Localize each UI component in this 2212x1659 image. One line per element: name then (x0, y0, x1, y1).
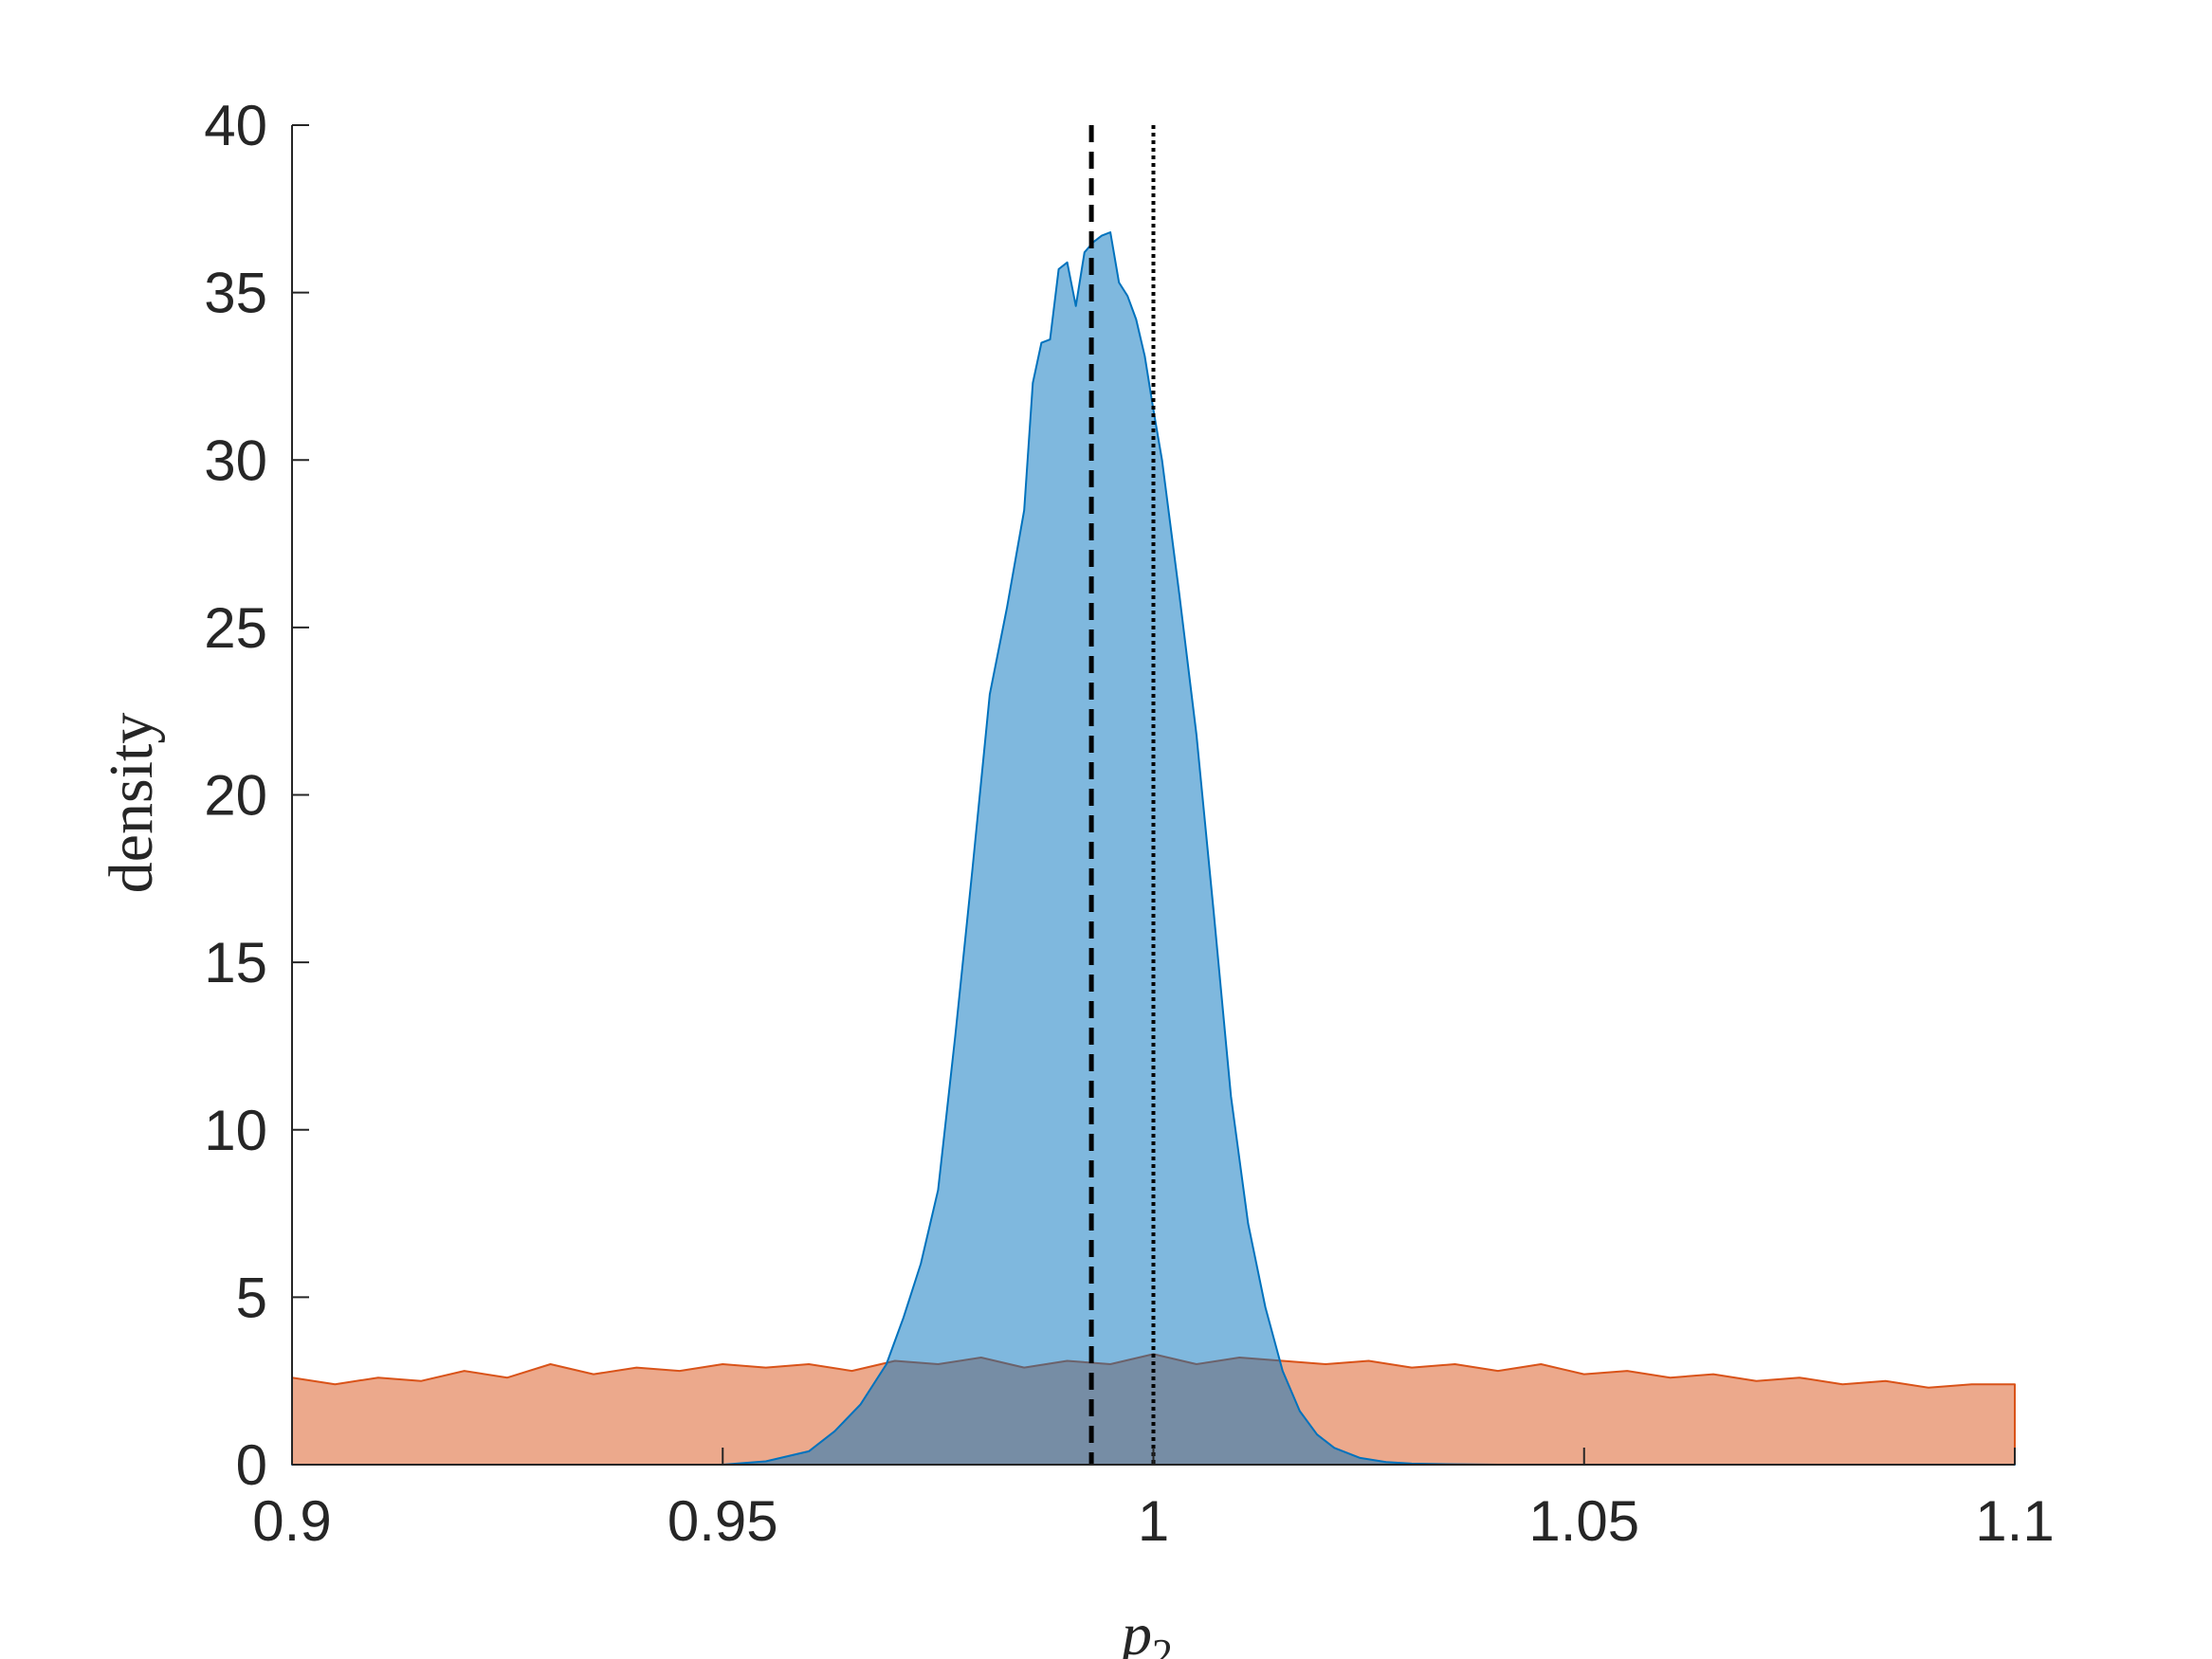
y-axis-ticks: 0 5 10 15 20 25 30 35 40 (204, 94, 309, 1497)
y-tick-label: 35 (204, 262, 267, 325)
x-axis-ticks: 0.9 0.95 1 1.05 1.1 (252, 1448, 2055, 1553)
y-tick-label: 15 (204, 931, 267, 994)
x-tick-label: 1 (1138, 1489, 1169, 1553)
y-tick-label: 30 (204, 428, 267, 492)
x-tick-label: 1.1 (1975, 1489, 2054, 1553)
y-tick-label: 20 (204, 764, 267, 828)
x-tick-label: 1.05 (1528, 1489, 1639, 1553)
x-axis-label: p2 (1118, 1600, 1173, 1659)
y-tick-label: 0 (236, 1433, 267, 1497)
plot-area (291, 125, 2016, 1466)
x-axis-label-main: p (1118, 1600, 1152, 1659)
y-tick-label: 40 (204, 94, 267, 157)
y-tick-label: 25 (204, 596, 267, 660)
y-tick-label: 10 (204, 1099, 267, 1162)
y-tick-label: 5 (236, 1266, 267, 1329)
x-tick-label: 0.95 (667, 1489, 778, 1553)
x-axis-label-subscript: 2 (1152, 1631, 1173, 1659)
y-axis-label: density (97, 713, 166, 894)
x-tick-label: 0.9 (252, 1489, 331, 1553)
